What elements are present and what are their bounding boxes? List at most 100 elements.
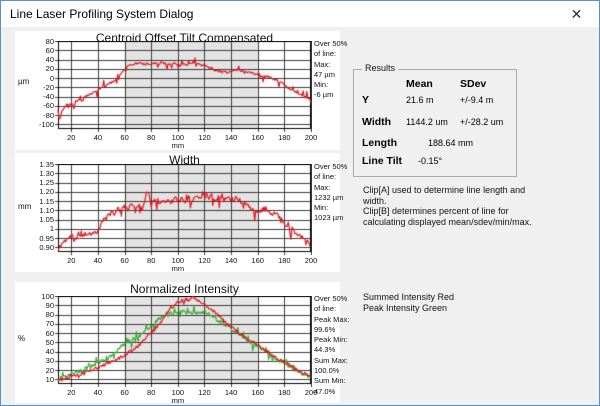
x-tick-label: 120 <box>198 388 211 397</box>
side-info-line: Over 50% <box>314 39 348 48</box>
y-tick-label: 70 <box>45 319 54 329</box>
x-tick-label: 200 <box>304 133 318 142</box>
results-width-mean: 1144.2 um <box>406 117 448 127</box>
y-tick-label: 1.30 <box>39 168 54 178</box>
x-tick-label: 60 <box>120 388 129 397</box>
y-tick-label: 20 <box>45 365 54 375</box>
y-tick-label: 80 <box>45 310 54 320</box>
x-tick-label: 80 <box>147 388 156 397</box>
y-tick-label: 1.20 <box>39 187 54 197</box>
y-tick-label: 1.10 <box>39 205 54 215</box>
y-tick-label: 1.05 <box>39 215 54 225</box>
y-tick-label: 0.95 <box>39 233 54 243</box>
side-info-line: Max: <box>314 182 331 192</box>
x-tick-label: 40 <box>93 388 103 397</box>
side-info-line: 47 µm <box>314 69 335 79</box>
y-tick-label: 1.35 <box>39 159 54 169</box>
results-caption: Results <box>362 63 399 73</box>
x-tick-label: 100 <box>171 133 185 142</box>
x-tick-label: 100 <box>171 256 185 265</box>
x-tick-label: 160 <box>251 388 264 397</box>
y-tick-label: -100 <box>38 119 54 129</box>
results-col-mean: Mean <box>406 78 433 90</box>
x-tick-label: 180 <box>278 133 291 142</box>
results-row-linetilt-label: Line Tilt <box>362 155 403 167</box>
x-tick-label: 200 <box>304 388 318 397</box>
side-info-line: 99.6% <box>314 324 336 334</box>
x-tick-label: 20 <box>67 256 76 265</box>
y-axis-unit: % <box>18 334 26 343</box>
clip-note-line: Clip[B] determines percent of line for <box>363 206 509 217</box>
x-tick-label: 80 <box>147 133 156 142</box>
results-y-mean: 21.6 m <box>406 95 434 105</box>
clip-note-line: width. <box>363 195 387 206</box>
plot-area <box>54 41 312 134</box>
close-icon[interactable]: ✕ <box>570 6 583 22</box>
over-50-info: Over 50% of line: Max: 47 µm Min: -6 µm <box>314 39 360 101</box>
legend-line-peak: Peak Intensity Green <box>363 302 448 313</box>
dialog-client-area: Centroid Offset Tilt Compensated µm 80 60… <box>1 27 599 405</box>
x-tick-label: 120 <box>198 133 211 142</box>
chart-centroid-offset: Centroid Offset Tilt Compensated µm 80 60… <box>15 31 347 150</box>
clip-note-line: calculating displayed mean/sdev/min/max. <box>363 216 532 227</box>
y-tick-label: -20 <box>43 82 54 92</box>
x-tick-label: 140 <box>224 133 238 142</box>
x-tick-label: 140 <box>224 388 238 397</box>
y-tick-label: 1 <box>49 224 54 234</box>
y-tick-label: 80 <box>45 36 54 46</box>
results-linetilt-value: -0.15° <box>418 156 443 166</box>
side-info-line: Max: <box>314 59 331 69</box>
x-tick-label: 100 <box>171 388 185 397</box>
side-info-line: 100.0% <box>314 366 340 376</box>
y-tick-label: -40 <box>43 92 54 102</box>
y-tick-label: 20 <box>45 64 54 74</box>
x-tick-label: 20 <box>67 388 76 397</box>
results-row-length-label: Length <box>362 137 397 149</box>
over-50-info: Over 50% of line: Peak Max: 99.6% Peak Min: 4… <box>314 294 360 397</box>
y-tick-label: 1.25 <box>39 178 54 188</box>
side-info-line: Peak Min: <box>314 335 348 345</box>
side-info-line: -6 µm <box>314 90 334 100</box>
y-tick-label: 60 <box>45 45 54 55</box>
results-row-y-label: Y <box>362 94 370 106</box>
y-tick-label: 30 <box>45 356 54 366</box>
y-tick-label: -60 <box>43 101 54 111</box>
y-tick-label: 100 <box>41 291 54 301</box>
side-info-line: Min: <box>314 203 329 213</box>
x-tick-label: 60 <box>120 256 129 265</box>
x-tick-label: 60 <box>120 133 129 142</box>
results-length-value: 188.64 mm <box>428 138 474 148</box>
plot-area <box>54 296 312 389</box>
clip-note: Clip[A] used to determine line length an… <box>363 185 532 227</box>
results-row-width-label: Width <box>362 116 392 128</box>
x-tick-label: 80 <box>147 256 156 265</box>
side-info-line: Peak Max: <box>314 314 350 324</box>
legend-note: Summed Intensity Red Peak Intensity Gree… <box>363 292 454 313</box>
y-tick-label: 0.90 <box>39 242 54 252</box>
window-title: Line Laser Profiling System Dialog <box>10 7 194 21</box>
y-tick-label: 90 <box>45 300 54 310</box>
title-bar: Line Laser Profiling System Dialog ✕ <box>1 1 599 27</box>
y-tick-label: 50 <box>45 337 54 347</box>
x-tick-label: 20 <box>67 133 76 142</box>
results-width-sdev: +/-28.2 um <box>460 117 504 127</box>
results-y-sdev: +/-9.4 m <box>460 95 494 105</box>
clip-note-line: Clip[A] used to determine line length an… <box>363 185 526 195</box>
results-groupbox: Results Mean SDev Y 21.6 m +/-9.4 m Widt… <box>353 63 517 177</box>
side-info-line: 1232 µm <box>314 192 344 202</box>
chart-width: Width mm 1.35 1.30 1.25 1.20 1.15 1.10 1.05 1 0.… <box>15 153 347 273</box>
x-tick-label: 40 <box>93 133 103 142</box>
y-tick-label: 60 <box>45 328 54 338</box>
y-tick-label: 1.15 <box>39 196 54 206</box>
legend-line-summed: Summed Intensity Red <box>363 292 455 302</box>
y-axis-unit: mm <box>18 202 32 211</box>
chart-title: Width <box>169 153 200 167</box>
y-tick-label: 10 <box>45 374 54 384</box>
chart-title: Normalized Intensity <box>130 282 239 296</box>
y-tick-label: 40 <box>45 55 54 65</box>
x-tick-label: 180 <box>278 256 291 265</box>
x-tick-label: 40 <box>93 256 103 265</box>
side-info-line: Sum Max: <box>314 355 348 365</box>
x-tick-label: 200 <box>304 256 318 265</box>
side-info-line: Over 50% <box>314 294 348 303</box>
